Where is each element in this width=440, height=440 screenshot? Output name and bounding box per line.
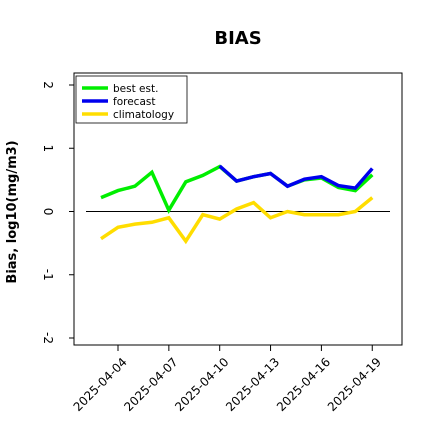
y-tick-label: 0 <box>41 208 55 216</box>
series-line-best-est <box>100 164 374 214</box>
series-lines <box>100 164 374 245</box>
x-tick-label: 2025-04-16 <box>274 355 333 414</box>
y-axis-label: Bias, log10(mg/m3) <box>5 140 20 283</box>
legend: best est. forecast climatology <box>75 75 188 124</box>
y-tick-label: -2 <box>41 332 55 344</box>
series-line-forecast <box>218 164 374 190</box>
x-tick-label: 2025-04-10 <box>172 355 231 414</box>
legend-label-forecast: forecast <box>113 96 155 108</box>
legend-label-climatology: climatology <box>113 109 174 121</box>
x-tick-label: 2025-04-19 <box>325 355 384 414</box>
series-line-climatology <box>100 196 374 245</box>
chart-title: BIAS <box>214 28 261 49</box>
y-tick-label: 1 <box>41 144 55 152</box>
x-tick-label: 2025-04-07 <box>121 355 180 414</box>
x-tick-label: 2025-04-13 <box>223 355 282 414</box>
x-tick-label: 2025-04-04 <box>71 355 130 414</box>
y-tick-label: 2 <box>41 81 55 89</box>
plot-area-frame <box>73 72 403 346</box>
legend-label-best-est: best est. <box>113 83 158 95</box>
y-tick-label: -1 <box>41 269 55 281</box>
axis-ticks: -2-10122025-04-042025-04-072025-04-10202… <box>41 81 384 414</box>
